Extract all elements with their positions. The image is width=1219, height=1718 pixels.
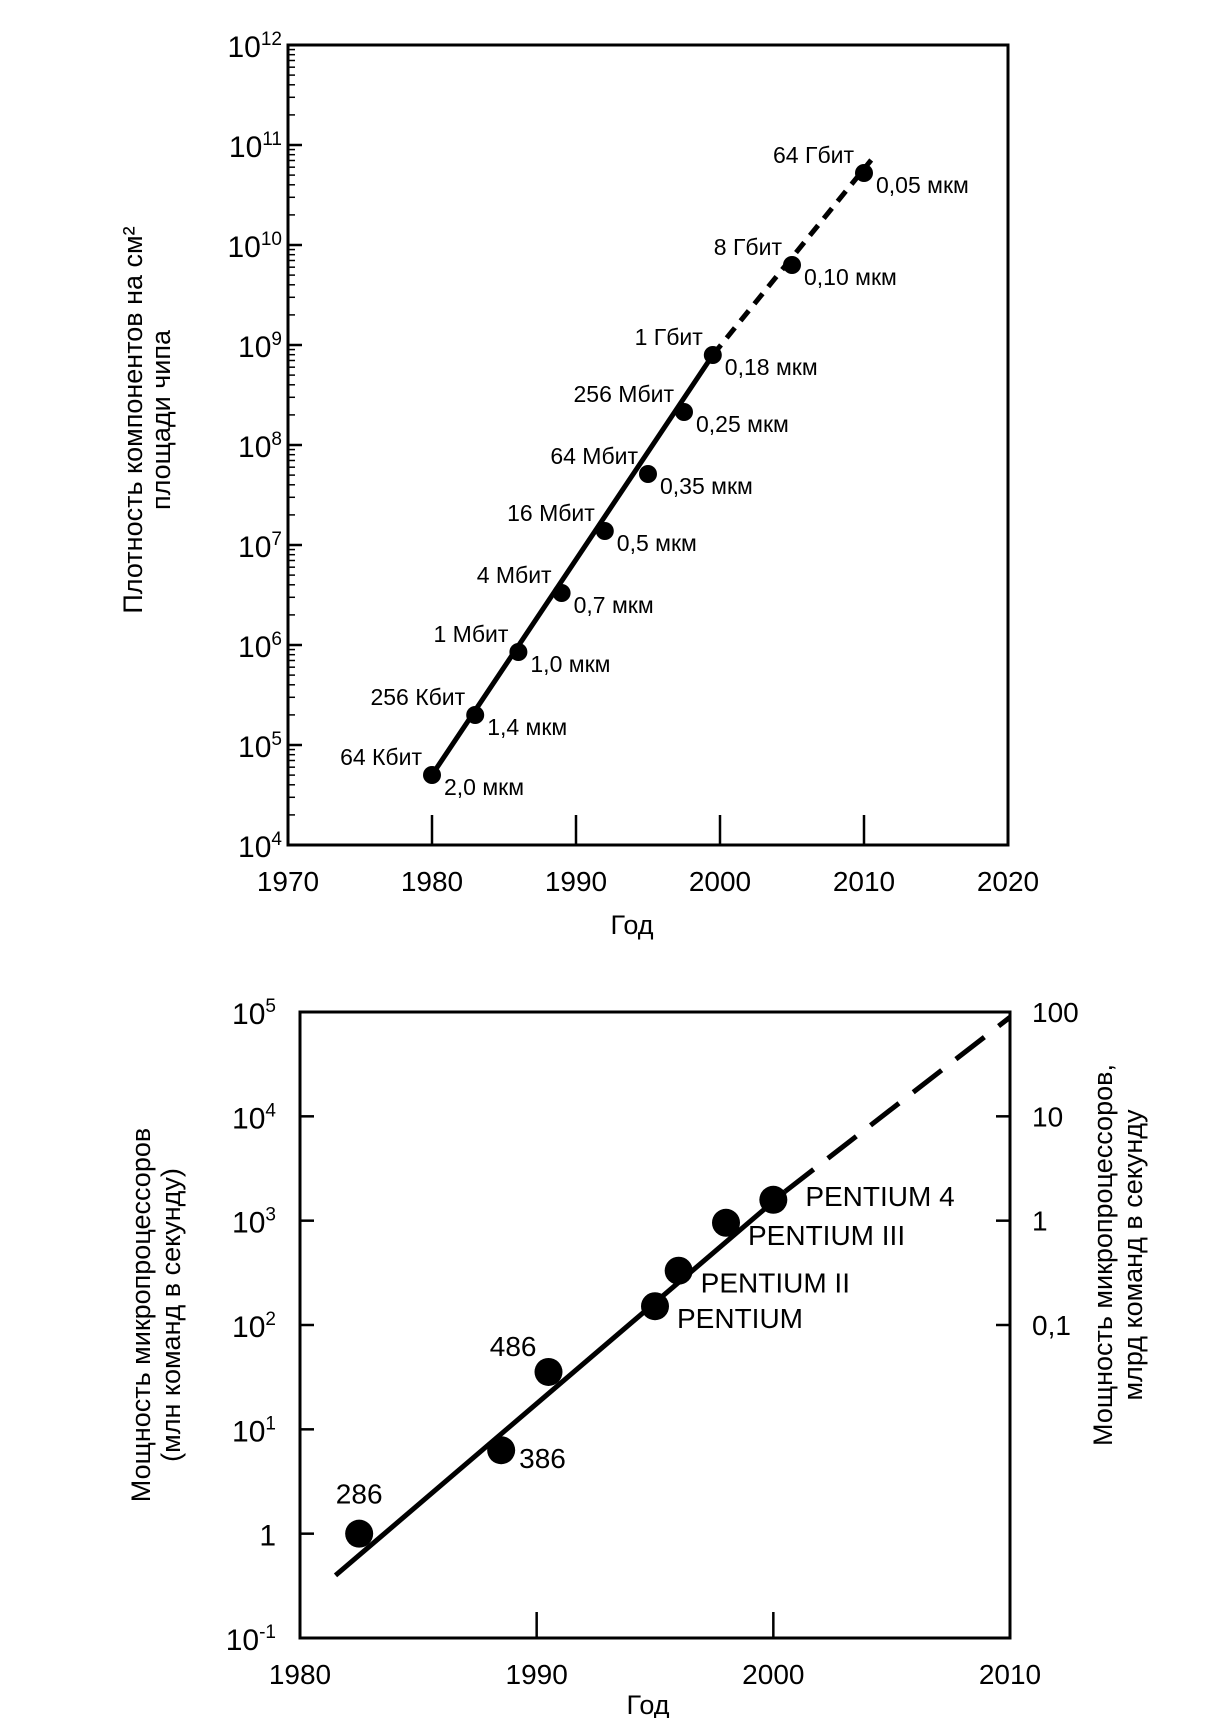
bottom-data-point: [487, 1436, 516, 1465]
bottom-y2-tick-label: 0,1: [1032, 1310, 1071, 1341]
top-y-tick-label: 108: [238, 429, 282, 464]
top-axis-ticks: 1970 1980 1990 2000 2010 2020 104 105 106 107 108 1…: [227, 29, 1039, 897]
bottom-y-tick-label: 104: [232, 1100, 276, 1135]
bottom-dashed-trend-line: [783, 1015, 1012, 1194]
bottom-y-tick-label: 101: [232, 1413, 276, 1448]
top-x-tick-label: 1980: [401, 866, 463, 897]
top-trend-lines: [429, 158, 874, 777]
top-plot-frame: [286, 43, 1010, 847]
bottom-y-tick-label: 10-1: [226, 1622, 276, 1657]
bottom-y-tick-label: 1: [259, 1520, 276, 1553]
bottom-data-point: [345, 1519, 374, 1548]
top-x-tick-label: 1990: [545, 866, 607, 897]
top-y-axis-title-line1: Плотность компонентов на см²: [118, 226, 148, 613]
bottom-y2-tick-label: 1: [1032, 1206, 1048, 1237]
bottom-point-label: PENTIUM: [677, 1303, 803, 1334]
top-point-size-label: 2,0 мкм: [444, 774, 524, 800]
bottom-x-tick-label: 1990: [506, 1659, 568, 1690]
bottom-y-axis-title-line1: Мощность микропроцессоров: [126, 1128, 156, 1502]
top-point-label: 64 Кбит: [340, 744, 422, 770]
top-x-tick-label: 2010: [833, 866, 895, 897]
top-data-point: [423, 766, 441, 784]
top-dashed-trend-line: [710, 158, 874, 357]
top-point-size-label: 0,25 мкм: [696, 411, 789, 437]
top-solid-trend-line: [429, 353, 715, 777]
density-chart: 1970 1980 1990 2000 2010 2020 104 105 106 107 108 1…: [118, 29, 1039, 940]
top-data-point: [855, 164, 873, 182]
top-y-tick-label: 1010: [227, 229, 282, 264]
top-data-point: [703, 346, 722, 364]
bottom-y2-axis-title-line1: Мощность микропроцессоров,: [1088, 1064, 1118, 1446]
bottom-y-tick-label: 105: [232, 996, 276, 1031]
top-point-label: 16 Мбит: [507, 500, 595, 526]
top-point-label: 256 Мбит: [574, 381, 675, 407]
bottom-point-label: PENTIUM II: [701, 1268, 850, 1299]
top-data-point: [466, 706, 485, 724]
top-data-point: [509, 643, 528, 661]
bottom-y2-tick-label: 100: [1032, 997, 1079, 1028]
bottom-point-label: 486: [490, 1331, 537, 1362]
top-data-point: [783, 256, 801, 274]
bottom-plot-frame: [298, 1010, 1012, 1640]
bottom-y2-tick-label: 10: [1032, 1101, 1063, 1132]
top-point-size-label: 0,10 мкм: [804, 264, 897, 290]
bottom-x-axis-title: Год: [627, 1690, 670, 1718]
top-data-point: [639, 465, 657, 483]
bottom-data-point: [664, 1256, 693, 1285]
bottom-point-label: PENTIUM 4: [805, 1181, 954, 1212]
top-data-points: 64 Кбит 2,0 мкм 256 Кбит 1,4 мкм 1 Мбит 1,0 м…: [340, 142, 969, 800]
top-point-size-label: 0,18 мкм: [725, 354, 818, 380]
top-data-point: [595, 522, 614, 540]
top-y-tick-label: 104: [238, 829, 282, 864]
top-point-label: 8 Гбит: [714, 234, 783, 260]
top-x-axis-title: Год: [611, 910, 654, 940]
bottom-point-label: 386: [519, 1443, 566, 1474]
bottom-solid-trend-line: [333, 1189, 787, 1578]
top-point-label: 64 Гбит: [773, 142, 854, 168]
top-minor-ticks: [288, 48, 295, 816]
top-point-label: 256 Кбит: [370, 684, 465, 710]
top-y-axis-title-line2: площади чипа: [146, 329, 176, 510]
top-data-point: [675, 403, 693, 421]
bottom-point-label: PENTIUM III: [748, 1220, 905, 1251]
top-y-tick-label: 107: [238, 529, 282, 564]
top-x-tick-label: 2000: [689, 866, 751, 897]
top-point-label: 1 Гбит: [635, 324, 704, 350]
top-data-point: [552, 584, 571, 602]
bottom-y-tick-label: 103: [232, 1205, 276, 1240]
bottom-x-tick-label: 2010: [979, 1659, 1041, 1690]
bottom-x-tick-label: 1980: [269, 1659, 331, 1690]
top-point-size-label: 0,05 мкм: [876, 172, 969, 198]
top-point-size-label: 0,35 мкм: [660, 473, 753, 499]
top-x-tick-label: 1970: [257, 866, 319, 897]
top-y-tick-label: 106: [238, 629, 282, 664]
bottom-data-point: [534, 1357, 563, 1386]
top-point-label: 64 Мбит: [550, 443, 638, 469]
bottom-x-tick-label: 2000: [742, 1659, 804, 1690]
top-point-label: 4 Мбит: [477, 562, 552, 588]
top-point-label: 1 Мбит: [433, 621, 508, 647]
bottom-point-label: 286: [336, 1479, 383, 1510]
top-y-tick-label: 1012: [227, 29, 282, 64]
bottom-data-points: 286 386 486 PENTIUM PENTIUM II PENTIUM III PEN…: [336, 1181, 955, 1548]
bottom-data-point: [759, 1185, 788, 1214]
bottom-y2-axis-title-line2: млрд команд в секунду: [1118, 1109, 1148, 1400]
top-x-tick-label: 2020: [977, 866, 1039, 897]
bottom-data-point: [712, 1208, 740, 1237]
bottom-data-point: [641, 1292, 669, 1321]
top-point-size-label: 1,4 мкм: [487, 714, 567, 740]
bottom-y-tick-label: 102: [232, 1309, 276, 1344]
top-point-size-label: 0,7 мкм: [574, 592, 654, 618]
top-y-tick-label: 1011: [229, 129, 282, 164]
bottom-y-axis-title-line2: (млн команд в секунду): [156, 1168, 186, 1462]
top-point-size-label: 0,5 мкм: [617, 530, 697, 556]
bottom-trend-lines: [333, 1015, 1012, 1578]
top-point-size-label: 1,0 мкм: [530, 651, 610, 677]
top-y-tick-label: 109: [238, 329, 282, 364]
top-y-tick-label: 105: [238, 729, 282, 764]
